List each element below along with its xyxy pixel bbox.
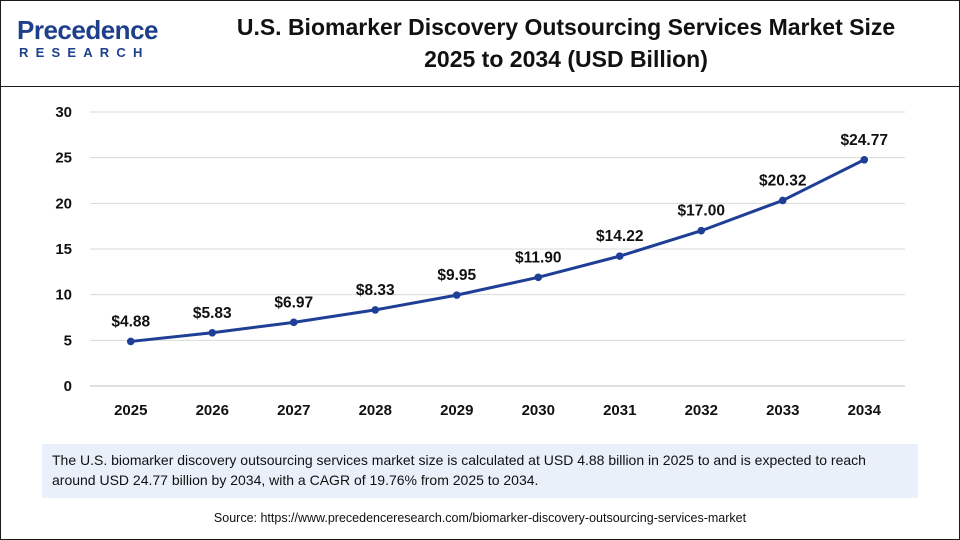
data-label: $24.77 bbox=[841, 132, 888, 149]
data-point bbox=[697, 226, 706, 235]
y-tick-label: 25 bbox=[55, 150, 72, 167]
data-point bbox=[208, 328, 217, 337]
data-series bbox=[126, 155, 869, 346]
x-tick-label: 2030 bbox=[522, 402, 555, 419]
y-tick-label: 5 bbox=[64, 332, 72, 349]
data-label: $11.90 bbox=[515, 249, 562, 266]
data-label: $14.22 bbox=[596, 228, 643, 245]
x-tick-label: 2029 bbox=[440, 402, 473, 419]
chart-title: U.S. Biomarker Discovery Outsourcing Ser… bbox=[191, 11, 941, 75]
logo-name-top: Precedence bbox=[17, 15, 158, 45]
x-tick-label: 2028 bbox=[359, 402, 392, 419]
data-label: $20.32 bbox=[759, 172, 806, 189]
y-tick-label: 30 bbox=[55, 104, 72, 121]
brand-logo: Precedence RESEARCH bbox=[17, 15, 167, 65]
x-tick-label: 2034 bbox=[848, 402, 882, 419]
grid-lines bbox=[90, 111, 905, 341]
source-link[interactable]: Source: https://www.precedenceresearch.c… bbox=[213, 511, 747, 525]
header: Precedence RESEARCH U.S. Biomarker Disco… bbox=[1, 1, 959, 87]
data-label: $9.95 bbox=[437, 267, 476, 284]
data-point bbox=[452, 291, 461, 299]
data-point bbox=[534, 273, 543, 282]
data-label: $5.83 bbox=[193, 305, 232, 322]
chart-title-line2: 2025 to 2034 (USD Billion) bbox=[424, 46, 708, 72]
data-point bbox=[289, 318, 298, 327]
logo-name-bottom: RESEARCH bbox=[19, 45, 150, 60]
chart-title-line1: U.S. Biomarker Discovery Outsourcing Ser… bbox=[236, 14, 896, 40]
y-tick-label: 15 bbox=[55, 241, 72, 258]
data-point bbox=[860, 155, 869, 164]
y-tick-label: 10 bbox=[55, 287, 72, 304]
data-labels: $4.88 $5.83 $6.97 $8.33 $9.95 $11.90 $14.22 $17… bbox=[111, 132, 888, 331]
x-tick-label: 2025 bbox=[114, 402, 147, 419]
data-point bbox=[126, 337, 135, 346]
y-tick-label: 0 bbox=[64, 378, 72, 395]
data-label: $4.88 bbox=[111, 313, 150, 330]
x-tick-label: 2027 bbox=[277, 402, 310, 419]
data-label: $17.00 bbox=[678, 203, 725, 220]
data-label: $6.97 bbox=[274, 294, 313, 311]
data-point bbox=[778, 196, 787, 205]
x-tick-label: 2033 bbox=[766, 402, 799, 419]
x-tick-label: 2032 bbox=[685, 402, 718, 419]
data-label: $8.33 bbox=[356, 282, 395, 299]
x-tick-label: 2026 bbox=[196, 402, 229, 419]
data-point bbox=[615, 252, 624, 260]
x-tick-label: 2031 bbox=[603, 402, 636, 419]
summary-note: The U.S. biomarker discovery outsourcing… bbox=[42, 444, 918, 498]
series-line bbox=[130, 158, 865, 343]
data-point bbox=[371, 306, 380, 314]
y-tick-label: 20 bbox=[55, 195, 72, 212]
